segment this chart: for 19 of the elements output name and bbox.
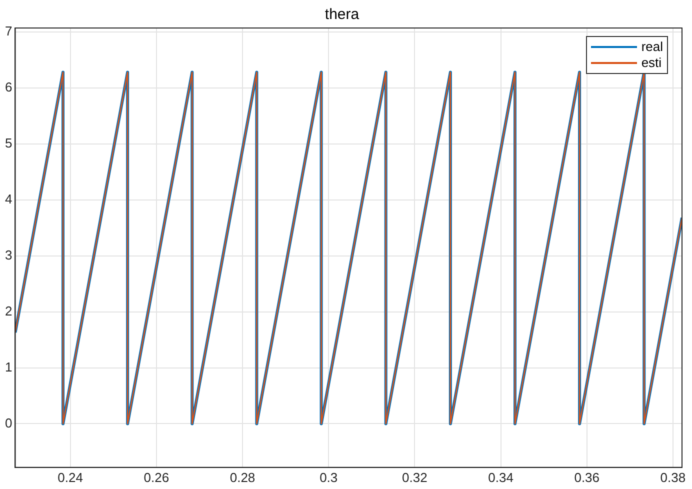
legend-label: esti	[641, 55, 662, 71]
y-tick-label: 0	[4, 415, 12, 430]
y-tick-label: 4	[4, 191, 12, 206]
x-tick-label: 0.34	[488, 470, 514, 485]
y-tick-label: 3	[4, 247, 12, 262]
x-tick-label: 0.32	[402, 470, 428, 485]
x-tick-label: 0.38	[660, 470, 686, 485]
x-tick-label: 0.36	[574, 470, 600, 485]
x-tick-label: 0.28	[230, 470, 256, 485]
x-tick-label: 0.3	[320, 470, 338, 485]
y-tick-label: 2	[4, 303, 12, 318]
y-tick-label: 7	[4, 23, 12, 38]
x-tick-label: 0.24	[58, 470, 83, 485]
legend-label: real	[641, 39, 663, 55]
y-tick-label: 5	[4, 135, 12, 150]
y-tick-label: 6	[4, 79, 12, 94]
chart-title: thera	[324, 6, 360, 24]
y-tick-label: 1	[4, 359, 12, 374]
x-tick-label: 0.26	[144, 470, 170, 485]
